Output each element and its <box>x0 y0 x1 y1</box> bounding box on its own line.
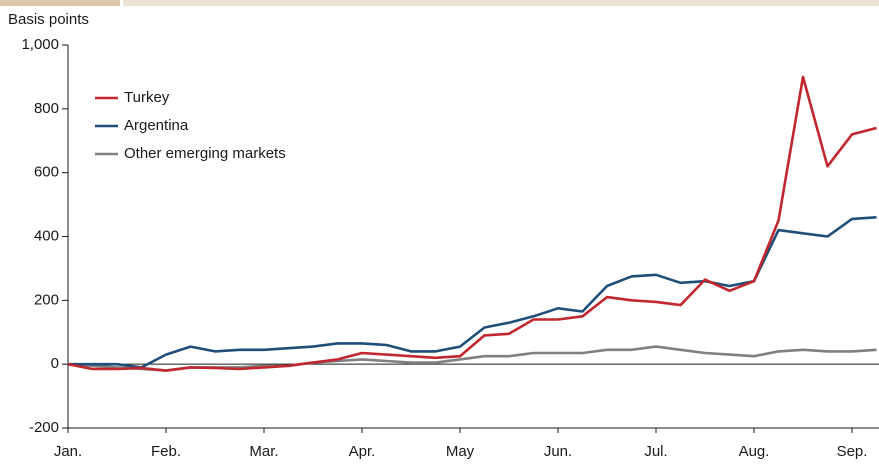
legend-label: Argentina <box>124 117 189 134</box>
y-tick-label: -200 <box>29 419 59 436</box>
legend-label: Turkey <box>124 89 170 106</box>
y-axis-label: Basis points <box>8 11 89 28</box>
header-bar <box>123 0 879 6</box>
y-tick-label: 400 <box>34 227 59 244</box>
x-tick-label: Mar. <box>249 443 278 460</box>
y-tick-label: 1,000 <box>21 36 59 53</box>
x-tick-label: Jul. <box>644 443 667 460</box>
header-bar <box>0 0 120 6</box>
series-line <box>68 216 877 369</box>
x-tick-label: Feb. <box>151 443 181 460</box>
legend-label: Other emerging markets <box>124 145 286 162</box>
x-tick-label: Sep. <box>837 443 868 460</box>
x-tick-label: May <box>446 443 475 460</box>
y-tick-label: 0 <box>51 355 59 372</box>
series-line <box>67 75 877 372</box>
x-tick-label: Apr. <box>349 443 376 460</box>
y-tick-label: 200 <box>34 291 59 308</box>
y-tick-label: 800 <box>34 100 59 117</box>
y-tick-label: 600 <box>34 164 59 181</box>
x-tick-label: Jan. <box>54 443 82 460</box>
x-tick-label: Jun. <box>544 443 572 460</box>
x-tick-label: Aug. <box>739 443 770 460</box>
